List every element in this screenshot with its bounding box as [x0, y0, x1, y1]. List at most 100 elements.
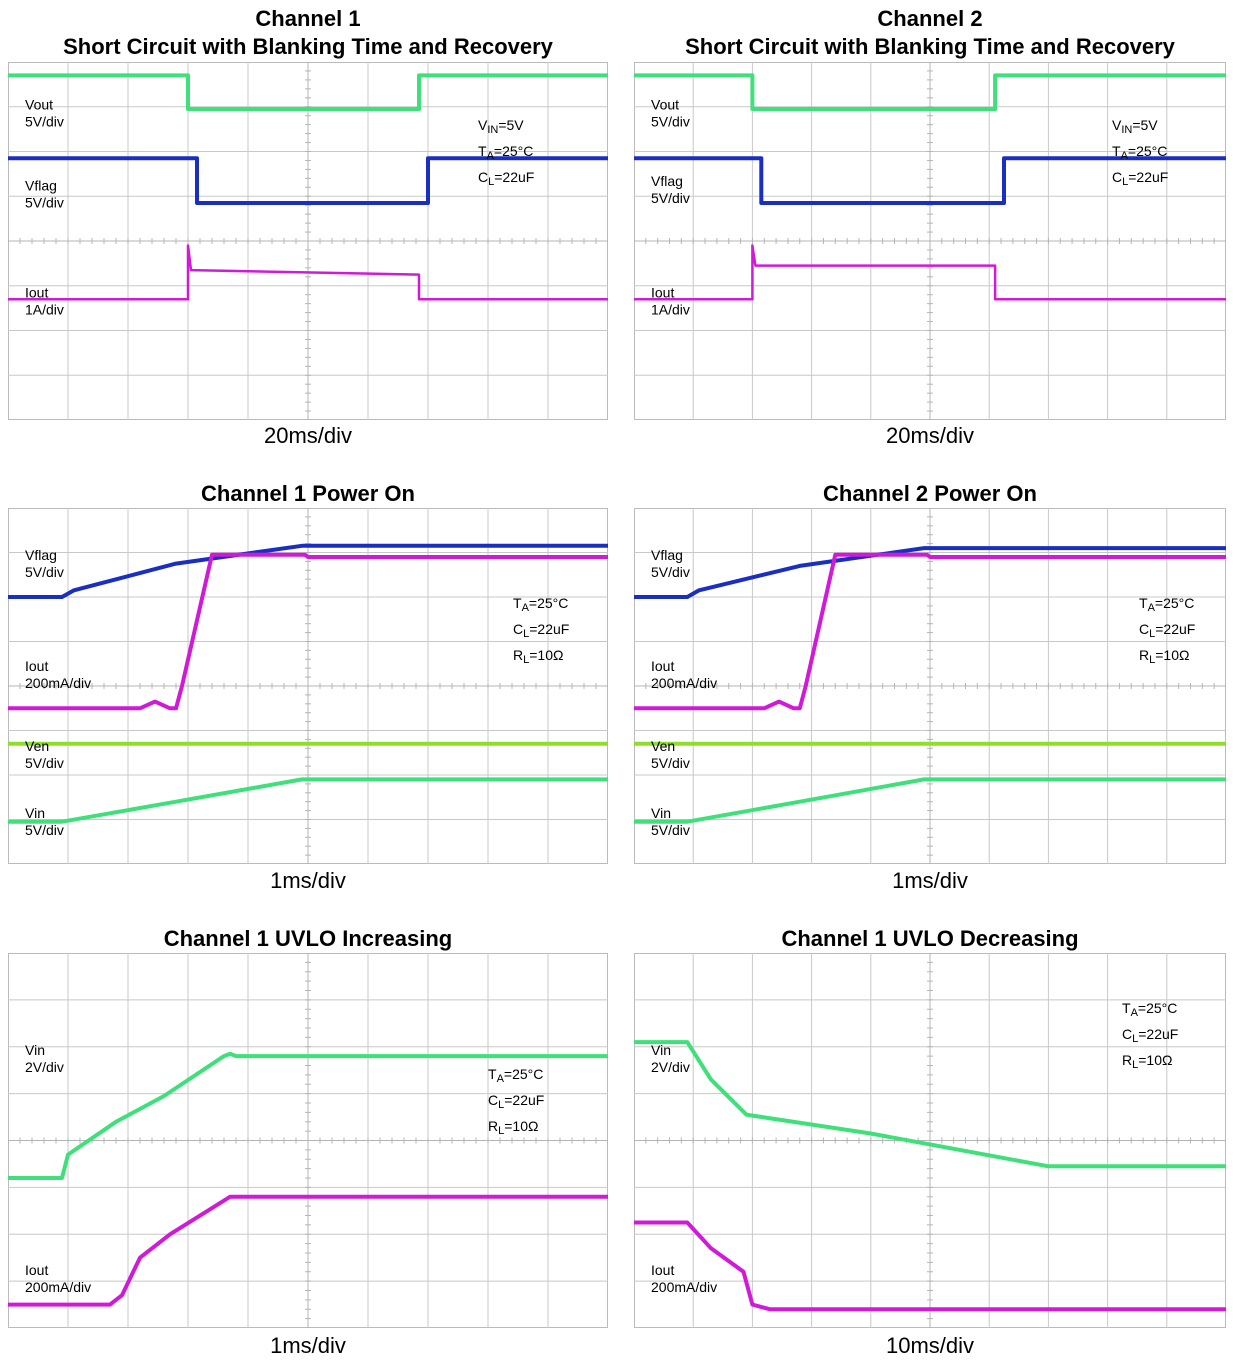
trace-vflag — [8, 543, 608, 599]
trace-scale-label: 200mA/div — [25, 1279, 91, 1295]
trace-scale-label: 5V/div — [25, 755, 64, 771]
trace-scale-label: 5V/div — [25, 194, 64, 210]
chart-title: Channel 1 UVLO Increasing — [8, 925, 608, 953]
trace-scale-label: 5V/div — [25, 822, 64, 838]
test-condition-label: TA=25°C — [1112, 143, 1167, 162]
scope-panel: Channel 1 UVLO Decreasing◂Vin2V/div◂Iout… — [634, 925, 1226, 1363]
time-per-division-label: 1ms/div — [892, 868, 968, 893]
trace-scale-label: 1A/div — [651, 302, 690, 318]
trace-vin — [8, 777, 608, 824]
test-condition-label: TA=25°C — [513, 595, 568, 614]
trace-scale-label: 200mA/div — [651, 1279, 717, 1295]
trace-vflag — [634, 546, 1226, 599]
test-condition-label: CL=22uF — [1139, 621, 1195, 640]
test-condition-label: CL=22uF — [513, 621, 569, 640]
trace-scale-label: 5V/div — [651, 755, 690, 771]
trace-name-label: Ven — [651, 738, 675, 754]
chart-title-line: Channel 2 Power On — [823, 481, 1037, 506]
trace-vin — [634, 777, 1226, 824]
trace-iout — [8, 244, 608, 301]
test-condition-label: TA=25°C — [1139, 595, 1194, 614]
trace-name-label: Vout — [25, 97, 53, 113]
test-condition-label: TA=25°C — [488, 1066, 543, 1085]
scope-panel: Channel 1 Short Circuit with Blanking Tim… — [8, 5, 608, 453]
trace-name-label: Iout — [651, 285, 674, 301]
trace-iout — [8, 1194, 608, 1307]
trace-name-label: Vin — [25, 1042, 45, 1058]
chart-title-line: Channel 1 UVLO Decreasing — [781, 926, 1079, 951]
chart-title: Channel 2 Power On — [634, 480, 1226, 508]
test-condition-label: CL=22uF — [1112, 169, 1168, 188]
chart-title-line: Channel 1 UVLO Increasing — [163, 926, 453, 951]
trace-vflag — [634, 156, 1226, 205]
time-per-division-label: 10ms/div — [885, 1333, 975, 1358]
trace-vin — [634, 1040, 1226, 1169]
chart-title-line: Channel 2 — [877, 6, 983, 31]
trace-vin — [8, 1051, 608, 1180]
trace-scale-label: 1A/div — [25, 302, 64, 318]
trace-scale-label: 5V/div — [651, 564, 690, 580]
trace-scale-label: 5V/div — [25, 114, 64, 130]
chart-title-line: Channel 1 — [255, 6, 361, 31]
trace-name-label: Vin — [25, 805, 45, 821]
chart-title: Channel 1 UVLO Decreasing — [634, 925, 1226, 953]
scope-panel: Channel 1 Power On◂Vflag5V/div◂Iout200mA… — [8, 480, 608, 898]
trace-name-label: Vflag — [25, 547, 57, 563]
trace-scale-label: 2V/div — [651, 1059, 690, 1075]
trace-iout — [634, 552, 1226, 711]
scope-plot: ◂Vin2V/div◂Iout200mA/divTA=25°CCL=22uFRL… — [634, 953, 1226, 1328]
trace-vflag — [8, 156, 608, 205]
scope-plot: ◂Vflag5V/div◂Iout200mA/div◂Ven5V/div◂Vin… — [8, 508, 608, 864]
test-condition-label: CL=22uF — [478, 169, 534, 188]
test-condition-label: RL=10Ω — [488, 1118, 538, 1137]
trace-iout — [634, 244, 1226, 301]
chart-title-line: Short Circuit with Blanking Time and Rec… — [685, 34, 1175, 59]
chart-title: Channel 2 Short Circuit with Blanking Tim… — [634, 5, 1226, 61]
time-per-division-label: 1ms/div — [270, 868, 346, 893]
scope-panel: Channel 2 Short Circuit with Blanking Tim… — [634, 5, 1226, 453]
test-condition-label: VIN=5V — [1112, 117, 1158, 136]
chart-title-line: Short Circuit with Blanking Time and Rec… — [63, 34, 553, 59]
trace-name-label: Vout — [651, 97, 679, 113]
scope-screen: ◂Vout5V/div◂Vflag5V/div◂Iout1A/divVIN=5V… — [8, 62, 608, 420]
trace-iout — [634, 1220, 1226, 1312]
scope-screen: ◂Vflag5V/div◂Iout200mA/div◂Ven5V/div◂Vin… — [634, 508, 1226, 864]
test-condition-label: RL=10Ω — [513, 647, 563, 666]
trace-scale-label: 5V/div — [651, 822, 690, 838]
time-per-division-label: 20ms/div — [885, 423, 975, 448]
test-condition-label: RL=10Ω — [1122, 1052, 1172, 1071]
trace-name-label: Vin — [651, 1042, 671, 1058]
trace-name-label: Vflag — [651, 547, 683, 563]
test-condition-label: VIN=5V — [478, 117, 524, 136]
trace-vout — [8, 73, 608, 111]
test-condition-label: TA=25°C — [1122, 1000, 1177, 1019]
trace-name-label: Vin — [651, 805, 671, 821]
trace-name-label: Vflag — [651, 173, 683, 189]
scope-screen: ◂Vin2V/div◂Iout200mA/divTA=25°CCL=22uFRL… — [634, 953, 1226, 1328]
trace-name-label: Iout — [651, 1262, 674, 1278]
trace-scale-label: 5V/div — [25, 564, 64, 580]
scope-screen: ◂Vflag5V/div◂Iout200mA/div◂Ven5V/div◂Vin… — [8, 508, 608, 864]
trace-scale-label: 200mA/div — [25, 675, 91, 691]
trace-name-label: Ven — [25, 738, 49, 754]
trace-scale-label: 5V/div — [651, 114, 690, 130]
test-condition-label: CL=22uF — [488, 1092, 544, 1111]
trace-name-label: Iout — [25, 658, 48, 674]
trace-scale-label: 5V/div — [651, 190, 690, 206]
chart-title: Channel 1 Short Circuit with Blanking Tim… — [8, 5, 608, 61]
time-per-division-label: 20ms/div — [263, 423, 353, 448]
test-condition-label: RL=10Ω — [1139, 647, 1189, 666]
scope-screen: ◂Vout5V/div◂Vflag5V/div◂Iout1A/divVIN=5V… — [634, 62, 1226, 420]
trace-name-label: Iout — [651, 658, 674, 674]
trace-name-label: Vflag — [25, 177, 57, 193]
chart-title: Channel 1 Power On — [8, 480, 608, 508]
scope-plot: ◂Vin2V/div◂Iout200mA/divTA=25°CCL=22uFRL… — [8, 953, 608, 1328]
trace-vout — [634, 73, 1226, 111]
scope-plot: ◂Vflag5V/div◂Iout200mA/div◂Ven5V/div◂Vin… — [634, 508, 1226, 864]
time-per-division-label: 1ms/div — [270, 1333, 346, 1358]
scope-plot: ◂Vout5V/div◂Vflag5V/div◂Iout1A/divVIN=5V… — [634, 62, 1226, 420]
trace-scale-label: 200mA/div — [651, 675, 717, 691]
test-condition-label: CL=22uF — [1122, 1026, 1178, 1045]
trace-name-label: Iout — [25, 1262, 48, 1278]
scope-panel: Channel 2 Power On◂Vflag5V/div◂Iout200mA… — [634, 480, 1226, 898]
